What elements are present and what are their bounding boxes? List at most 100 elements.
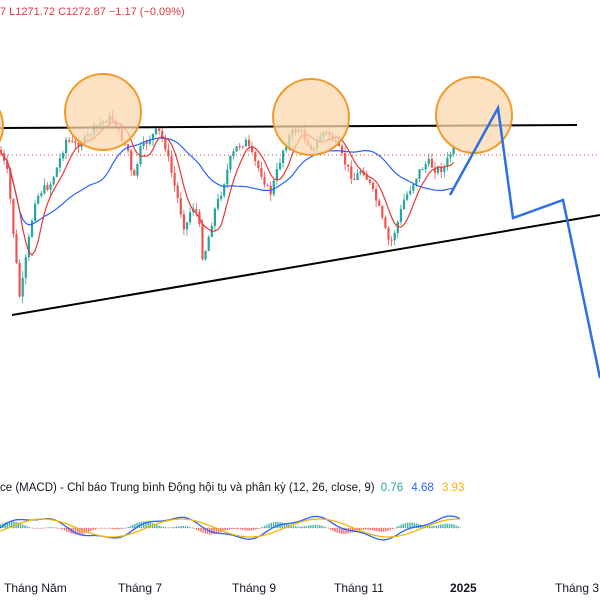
macd-hist-bar bbox=[396, 526, 398, 528]
macd-hist-bar bbox=[59, 528, 61, 529]
candle-body bbox=[378, 200, 381, 207]
candle-body bbox=[359, 171, 362, 174]
macd-hist-bar bbox=[244, 528, 246, 531]
macd-hist-bar bbox=[308, 525, 310, 528]
macd-hist-bar bbox=[391, 528, 393, 530]
candle-body bbox=[418, 169, 421, 179]
macd-hist-bar bbox=[290, 525, 292, 528]
support-trendline[interactable] bbox=[11, 214, 600, 316]
candle-body bbox=[74, 141, 77, 143]
macd-hist-bar bbox=[385, 528, 387, 532]
macd-hist-bar bbox=[281, 522, 283, 528]
candle-body bbox=[371, 182, 375, 189]
macd-hist-bar bbox=[165, 527, 167, 528]
candle-body bbox=[9, 169, 12, 199]
candle-body bbox=[254, 151, 257, 162]
candle-body bbox=[12, 198, 15, 235]
candle-body bbox=[365, 175, 368, 180]
macd-hist-bar bbox=[235, 528, 237, 530]
candle-body bbox=[396, 221, 399, 233]
macd-hist-bar bbox=[198, 528, 200, 531]
macd-hist-bar bbox=[338, 528, 341, 534]
macd-hist-bar bbox=[444, 523, 446, 528]
candle-body bbox=[201, 224, 204, 260]
macd-hist-bar bbox=[253, 528, 255, 531]
macd-hist-bar bbox=[382, 528, 385, 532]
macd-hist-bar bbox=[63, 528, 66, 531]
macd-hist-bar bbox=[224, 528, 226, 531]
candle-body bbox=[278, 163, 282, 170]
candle-body bbox=[381, 206, 384, 218]
macd-hist-bar bbox=[371, 528, 374, 531]
macd-hist-bar bbox=[26, 526, 28, 528]
macd-hist-bar bbox=[389, 528, 391, 531]
candle-body bbox=[412, 184, 415, 191]
candle-body bbox=[347, 164, 350, 167]
candle-body bbox=[344, 153, 347, 165]
macd-hist-bar bbox=[250, 528, 253, 531]
macd-hist-bar bbox=[169, 527, 171, 528]
candle-body bbox=[182, 214, 185, 230]
candle-body bbox=[34, 203, 37, 221]
candle-body bbox=[189, 212, 192, 223]
top-circle-1 bbox=[64, 73, 142, 151]
macd-hist-bar bbox=[156, 524, 158, 528]
candle-body bbox=[68, 140, 71, 142]
macd-hist-bar bbox=[180, 526, 182, 528]
macd-value-histogram: 0.76 bbox=[380, 482, 404, 494]
candle-body bbox=[130, 150, 133, 171]
x-label-2025: 2025 bbox=[450, 581, 477, 595]
candle-body bbox=[409, 190, 412, 195]
macd-hist-bar bbox=[409, 522, 411, 528]
macd-hist-bar bbox=[46, 527, 48, 529]
macd-hist-bar bbox=[184, 526, 187, 528]
x-label-thang-7: Tháng 7 bbox=[118, 581, 163, 595]
macd-hist-bar bbox=[195, 528, 198, 530]
macd-hist-bar bbox=[440, 524, 442, 528]
candle-body bbox=[415, 178, 418, 185]
candle-body bbox=[393, 232, 396, 241]
macd-hist-bar bbox=[61, 528, 63, 530]
macd-hist-bar bbox=[33, 528, 35, 529]
macd-hist-bar bbox=[369, 528, 371, 531]
macd-hist-bar bbox=[101, 528, 103, 529]
projection-path[interactable] bbox=[448, 104, 600, 379]
candle-body bbox=[266, 184, 269, 186]
x-label-thang-3: Tháng 3 bbox=[555, 581, 600, 595]
macd-hist-bar bbox=[191, 527, 193, 529]
macd-hist-bar bbox=[413, 522, 415, 528]
candle-body bbox=[52, 176, 55, 185]
candle-body bbox=[148, 139, 151, 144]
macd-hist-bar bbox=[301, 526, 303, 528]
macd-hist-bar bbox=[299, 526, 301, 528]
macd-hist-bar bbox=[116, 528, 118, 530]
macd-hist-bar bbox=[275, 521, 277, 528]
macd-hist-bar bbox=[39, 528, 41, 529]
candle-body bbox=[37, 195, 40, 204]
macd-hist-bar bbox=[4, 522, 6, 528]
macd-hist-bar bbox=[88, 528, 90, 532]
macd-hist-bar bbox=[200, 528, 202, 532]
macd-hist-bar bbox=[79, 528, 81, 535]
macd-hist-bar bbox=[378, 528, 380, 532]
macd-hist-bar bbox=[228, 528, 231, 530]
candle-body bbox=[384, 217, 387, 229]
macd-hist-bar bbox=[189, 526, 191, 528]
macd-hist-bar bbox=[268, 523, 270, 528]
macd-hist-bar bbox=[365, 528, 367, 530]
candle-body bbox=[260, 167, 263, 177]
macd-hist-bar bbox=[182, 525, 184, 528]
candle-body bbox=[49, 184, 52, 190]
candle-body bbox=[368, 179, 371, 183]
macd-hist-bar bbox=[259, 527, 261, 529]
candle-body bbox=[275, 169, 278, 181]
candle-body bbox=[223, 184, 226, 196]
macd-hist-bar bbox=[332, 528, 334, 531]
x-label-thang-9: Tháng 9 bbox=[232, 581, 277, 595]
macd-hist-bar bbox=[41, 528, 44, 529]
candle-body bbox=[424, 164, 427, 170]
candle-body bbox=[406, 194, 409, 200]
candle-body bbox=[170, 156, 173, 173]
macd-hist-bar bbox=[451, 524, 453, 528]
